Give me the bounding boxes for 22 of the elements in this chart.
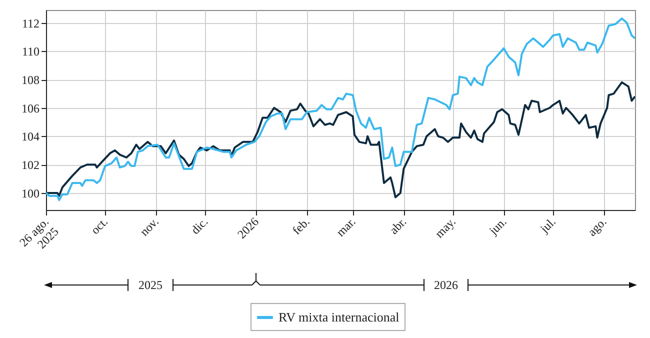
y-tick-label: 104 xyxy=(22,130,40,144)
y-tick-label: 108 xyxy=(22,73,40,88)
line-series xyxy=(46,81,635,198)
y-tick-label: 112 xyxy=(22,16,40,30)
x-tick-label: abr. xyxy=(386,214,410,237)
y-tick-label: 106 xyxy=(22,101,40,116)
x-tick-label: jul. xyxy=(536,214,558,236)
x-tick-label: may. xyxy=(432,214,458,241)
y-tick-label: 102 xyxy=(22,158,40,172)
x-tick-label: oct. xyxy=(88,214,111,237)
line-series xyxy=(46,18,635,202)
y-tick-label: 110 xyxy=(22,44,40,59)
x-tick-label: nov. xyxy=(137,214,162,239)
x-tick-label: jun. xyxy=(486,214,510,238)
x-tick-label: ago. xyxy=(585,214,610,239)
x-tick-label: feb. xyxy=(289,214,312,238)
y-tick-label: 100 xyxy=(22,186,40,200)
x-tick-label: dic. xyxy=(188,214,211,237)
text: 2025 xyxy=(138,278,162,292)
legend-label: RV mixta internacional xyxy=(278,310,400,324)
text: 2026 xyxy=(434,278,458,292)
x-tick-label: mar. xyxy=(334,214,358,240)
